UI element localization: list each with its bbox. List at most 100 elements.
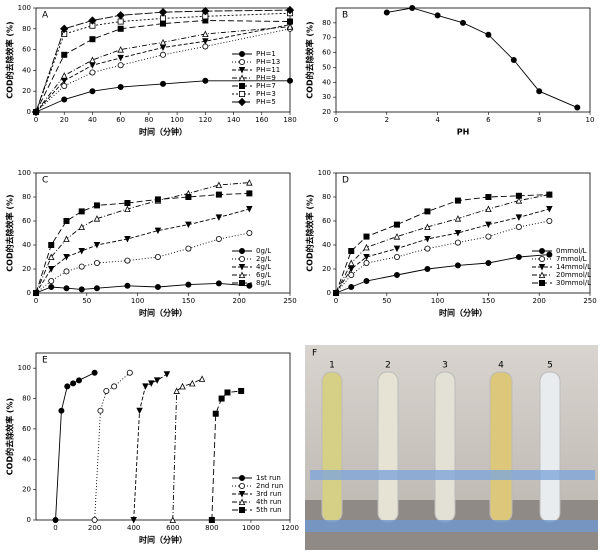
panel-label: B <box>342 11 348 21</box>
marker <box>485 259 492 266</box>
marker <box>409 5 416 11</box>
chart: B 0 2 4 6 8 10 20 30 40 50 60 70 80 PH COD的去除效率 (%) <box>305 5 595 137</box>
x-tick-label: 1200 <box>281 524 299 532</box>
marker <box>238 67 246 74</box>
marker <box>515 223 522 230</box>
marker <box>393 233 401 240</box>
tube-label: 5 <box>547 361 553 371</box>
marker <box>238 506 245 513</box>
marker <box>154 227 162 235</box>
marker <box>215 235 222 242</box>
series-line <box>35 192 250 294</box>
legend-label: 0g/L <box>256 247 271 255</box>
marker <box>93 202 100 209</box>
marker <box>89 62 96 69</box>
marker <box>485 221 492 229</box>
series-line <box>35 24 291 113</box>
y-axis-label: COD的去除效率 (%) <box>5 21 15 98</box>
marker <box>393 253 400 260</box>
panel-label: E <box>42 356 48 366</box>
marker <box>58 407 65 414</box>
marker <box>393 245 401 253</box>
y-tick-label: 60 <box>22 46 31 54</box>
marker <box>89 69 96 76</box>
marker <box>93 241 101 249</box>
marker <box>97 407 104 414</box>
panel-label: A <box>42 11 49 21</box>
x-tick-label: 4 <box>435 116 440 124</box>
plot-frame <box>335 7 591 113</box>
marker <box>117 25 124 32</box>
y-tick-label: 20 <box>22 486 31 494</box>
legend-label: 1st run <box>256 474 281 482</box>
x-tick-label: 100 <box>170 116 183 124</box>
marker <box>238 83 245 90</box>
marker <box>154 283 161 290</box>
y-tick-label: 70 <box>322 34 331 42</box>
x-tick-label: 0 <box>53 524 57 532</box>
legend-label: 4g/L <box>256 263 271 271</box>
series-line <box>335 194 550 294</box>
marker <box>91 369 98 376</box>
x-tick-label: 10 <box>586 116 595 124</box>
marker <box>159 51 166 58</box>
marker <box>75 377 82 384</box>
marker <box>238 51 245 58</box>
marker <box>173 387 180 394</box>
legend-label: PH=3 <box>256 90 276 98</box>
legend-label: 2g/L <box>256 255 271 263</box>
marker <box>124 199 131 206</box>
marker <box>285 5 295 15</box>
tube <box>489 371 513 523</box>
marker <box>538 271 546 279</box>
legend-label: 30mmol/L <box>556 279 591 287</box>
y-tick-label: 100 <box>18 364 31 372</box>
x-tick-label: 180 <box>283 116 296 124</box>
marker <box>117 46 124 53</box>
marker <box>348 283 355 290</box>
x-tick-label: 250 <box>283 297 296 305</box>
x-axis-label: 时间（分钟） <box>139 127 187 137</box>
y-axis-label: COD的去除效率 (%) <box>305 21 315 98</box>
marker <box>424 208 431 215</box>
marker <box>179 382 186 390</box>
x-tick-label: 200 <box>533 297 546 305</box>
marker <box>238 255 245 262</box>
marker <box>103 387 110 394</box>
y-tick-label: 40 <box>22 241 31 249</box>
marker <box>238 247 245 254</box>
y-tick-label: 20 <box>322 265 331 273</box>
x-tick-label: 50 <box>382 297 391 305</box>
y-tick-label: 100 <box>18 169 31 177</box>
tube <box>539 371 561 523</box>
marker <box>515 192 522 199</box>
legend-label: 4th run <box>256 498 282 506</box>
x-tick-label: 800 <box>205 524 218 532</box>
marker <box>383 9 390 16</box>
marker <box>47 253 55 261</box>
marker <box>60 72 68 79</box>
marker <box>485 31 492 38</box>
y-tick-label: 80 <box>322 193 331 201</box>
x-tick-label: 400 <box>127 524 140 532</box>
marker <box>363 233 370 240</box>
marker <box>52 517 59 524</box>
x-axis-label: 时间（分钟） <box>139 308 187 318</box>
marker <box>539 247 546 254</box>
x-tick-label: 120 <box>199 116 212 124</box>
chart: C 0 50 100 150 200 250 0 20 40 60 80 100 时间（分钟） COD的去除… <box>5 169 297 318</box>
marker <box>539 279 546 286</box>
y-axis-label: COD的去除效率 (%) <box>5 398 15 475</box>
series-line <box>133 373 168 521</box>
plot-frame <box>35 172 291 294</box>
marker <box>215 280 222 287</box>
series-line <box>172 378 203 521</box>
legend-label: 7mmol/L <box>556 255 587 263</box>
x-tick-label: 1000 <box>242 524 260 532</box>
legend-label: 5th run <box>256 506 282 514</box>
marker <box>61 51 68 58</box>
tube <box>377 371 399 523</box>
marker <box>93 259 100 266</box>
marker <box>153 377 161 384</box>
